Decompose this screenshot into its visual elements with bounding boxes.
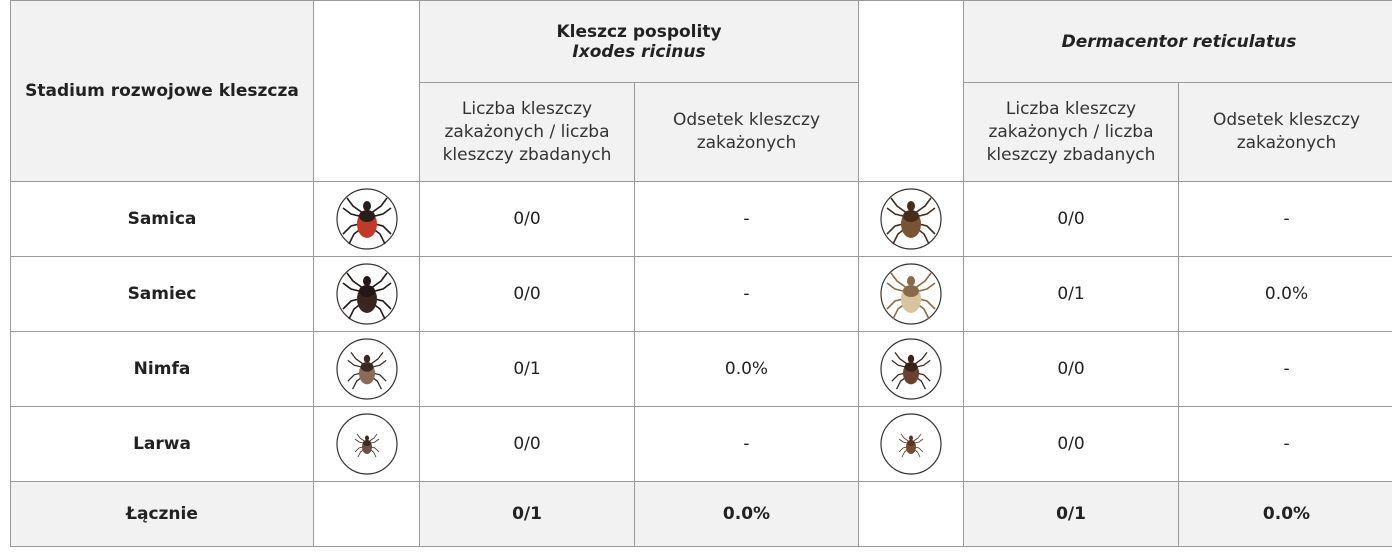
stage-cell: Łącznie <box>11 482 314 547</box>
stage-header: Stadium rozwojowe kleszcza <box>11 1 314 182</box>
page: Stadium rozwojowe kleszcza Kleszcz pospo… <box>0 0 1392 553</box>
tick-icon <box>879 262 943 326</box>
value-cell: - <box>635 182 859 257</box>
icon-header <box>314 1 420 182</box>
tick-icon <box>335 262 399 326</box>
value-cell: 0/1 <box>964 482 1179 547</box>
value-cell: 0/1 <box>420 482 635 547</box>
value-cell: 0/0 <box>420 182 635 257</box>
icon-cell <box>314 407 420 482</box>
column-header: Odsetek kleszczy zakażonych <box>1179 83 1392 182</box>
icon-cell <box>314 332 420 407</box>
value-cell: 0/0 <box>964 182 1179 257</box>
value-cell: 0.0% <box>1179 482 1392 547</box>
column-header: Liczba kleszczy zakażonych / liczba kles… <box>420 83 635 182</box>
value-cell: - <box>635 257 859 332</box>
tick-icon <box>879 412 943 476</box>
value-cell: 0.0% <box>1179 257 1392 332</box>
value-cell: 0/1 <box>420 332 635 407</box>
icon-cell <box>859 407 964 482</box>
stage-cell: Larwa <box>11 407 314 482</box>
value-cell: 0/0 <box>420 407 635 482</box>
value-cell: - <box>1179 407 1392 482</box>
icon-cell <box>314 482 420 547</box>
stage-cell: Samica <box>11 182 314 257</box>
icon-cell <box>859 482 964 547</box>
value-cell: - <box>1179 182 1392 257</box>
tick-icon <box>879 337 943 401</box>
value-cell: 0/1 <box>964 257 1179 332</box>
tick-icon <box>879 187 943 251</box>
value-cell: 0/0 <box>964 407 1179 482</box>
species-latin: Ixodes ricinus <box>572 42 705 62</box>
column-header: Odsetek kleszczy zakażonych <box>635 83 859 182</box>
icon-cell <box>314 182 420 257</box>
icon-cell <box>859 182 964 257</box>
value-cell: - <box>1179 332 1392 407</box>
value-cell: 0/0 <box>420 257 635 332</box>
icon-cell <box>859 332 964 407</box>
tick-icon <box>335 187 399 251</box>
value-cell: - <box>635 407 859 482</box>
tick-icon <box>335 337 399 401</box>
stage-header-text: Stadium rozwojowe kleszcza <box>25 81 299 101</box>
icon-cell <box>859 257 964 332</box>
stage-cell: Samiec <box>11 257 314 332</box>
column-header: Liczba kleszczy zakażonych / liczba kles… <box>964 83 1179 182</box>
tick-icon <box>335 412 399 476</box>
header-row: Stadium rozwojowe kleszcza Kleszcz pospo… <box>11 1 1392 83</box>
species-latin: Dermacentor reticulatus <box>1062 32 1297 52</box>
value-cell: 0.0% <box>635 332 859 407</box>
species-name: Kleszcz pospolity <box>556 22 721 42</box>
stage-cell: Nimfa <box>11 332 314 407</box>
icon-header <box>859 1 964 182</box>
value-cell: 0.0% <box>635 482 859 547</box>
results-table: Stadium rozwojowe kleszcza Kleszcz pospo… <box>10 0 1392 547</box>
value-cell: 0/0 <box>964 332 1179 407</box>
species-header: Dermacentor reticulatus <box>964 1 1392 83</box>
icon-cell <box>314 257 420 332</box>
